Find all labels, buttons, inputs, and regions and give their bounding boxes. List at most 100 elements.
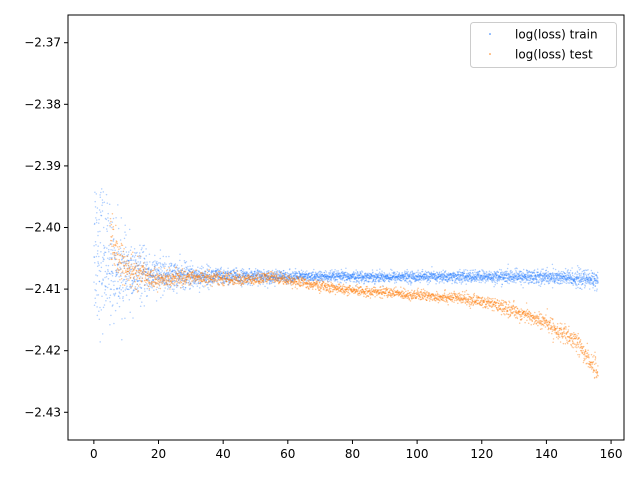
point (178, 271, 180, 273)
point (111, 240, 113, 242)
point (114, 275, 117, 278)
point (136, 279, 138, 282)
point (345, 267, 347, 269)
point (340, 281, 342, 284)
point (142, 268, 145, 271)
point (249, 284, 252, 286)
point (506, 267, 509, 270)
point (93, 223, 96, 226)
point (184, 289, 186, 291)
point (164, 284, 167, 286)
point (159, 263, 162, 265)
point (114, 269, 117, 272)
point (235, 267, 238, 269)
point (165, 275, 168, 278)
point (154, 269, 156, 272)
point (230, 279, 233, 281)
point (227, 277, 230, 280)
point (206, 263, 208, 266)
point (372, 278, 375, 280)
point (175, 271, 177, 273)
point (218, 277, 220, 279)
point (244, 276, 246, 278)
point (163, 279, 166, 282)
point (136, 265, 138, 267)
point (564, 267, 567, 270)
point (183, 271, 185, 273)
point (249, 275, 251, 278)
point (237, 279, 239, 282)
point (223, 272, 226, 275)
point (132, 251, 134, 254)
point (498, 279, 501, 282)
point (258, 275, 260, 278)
point (115, 252, 117, 255)
point (175, 277, 178, 280)
point (322, 278, 324, 281)
point (246, 275, 248, 278)
point (231, 283, 234, 285)
point (139, 244, 141, 246)
point (317, 273, 319, 275)
point (233, 269, 235, 271)
point (151, 286, 153, 289)
point (206, 271, 209, 274)
point (198, 278, 201, 280)
point (127, 270, 129, 272)
point (358, 280, 360, 282)
point (225, 279, 227, 281)
point (99, 341, 101, 343)
point (224, 272, 226, 275)
point (95, 217, 97, 219)
point (571, 277, 574, 279)
point (133, 256, 136, 258)
point (144, 273, 147, 276)
point (172, 283, 174, 285)
point (187, 269, 190, 271)
point (256, 270, 259, 272)
point (112, 240, 115, 242)
point (162, 278, 164, 280)
point (141, 270, 144, 273)
point (254, 273, 257, 276)
point (177, 273, 179, 275)
point (235, 277, 238, 279)
point (134, 254, 137, 257)
point (133, 289, 136, 291)
point (145, 255, 147, 257)
point (108, 272, 111, 275)
point (234, 274, 237, 276)
point (111, 258, 113, 260)
point (205, 273, 207, 275)
point (255, 280, 258, 282)
point (237, 280, 240, 283)
point (131, 292, 133, 295)
point (225, 277, 227, 279)
point (118, 305, 121, 308)
point (580, 274, 582, 276)
point (585, 274, 588, 277)
point (548, 276, 551, 278)
point (100, 191, 102, 194)
point (180, 281, 183, 284)
point (147, 272, 149, 275)
point (147, 274, 149, 277)
point (190, 275, 192, 277)
point (560, 282, 562, 285)
point (388, 274, 390, 276)
series-train (93, 188, 599, 343)
point (490, 273, 492, 275)
point (128, 279, 130, 281)
point (484, 282, 486, 284)
point (141, 247, 143, 249)
point (153, 267, 156, 270)
point (160, 273, 162, 276)
point (175, 266, 178, 268)
point (167, 273, 170, 276)
point (255, 274, 257, 276)
point (135, 262, 138, 264)
point (214, 277, 216, 279)
point (158, 270, 161, 273)
point (130, 246, 133, 248)
point (239, 275, 241, 277)
